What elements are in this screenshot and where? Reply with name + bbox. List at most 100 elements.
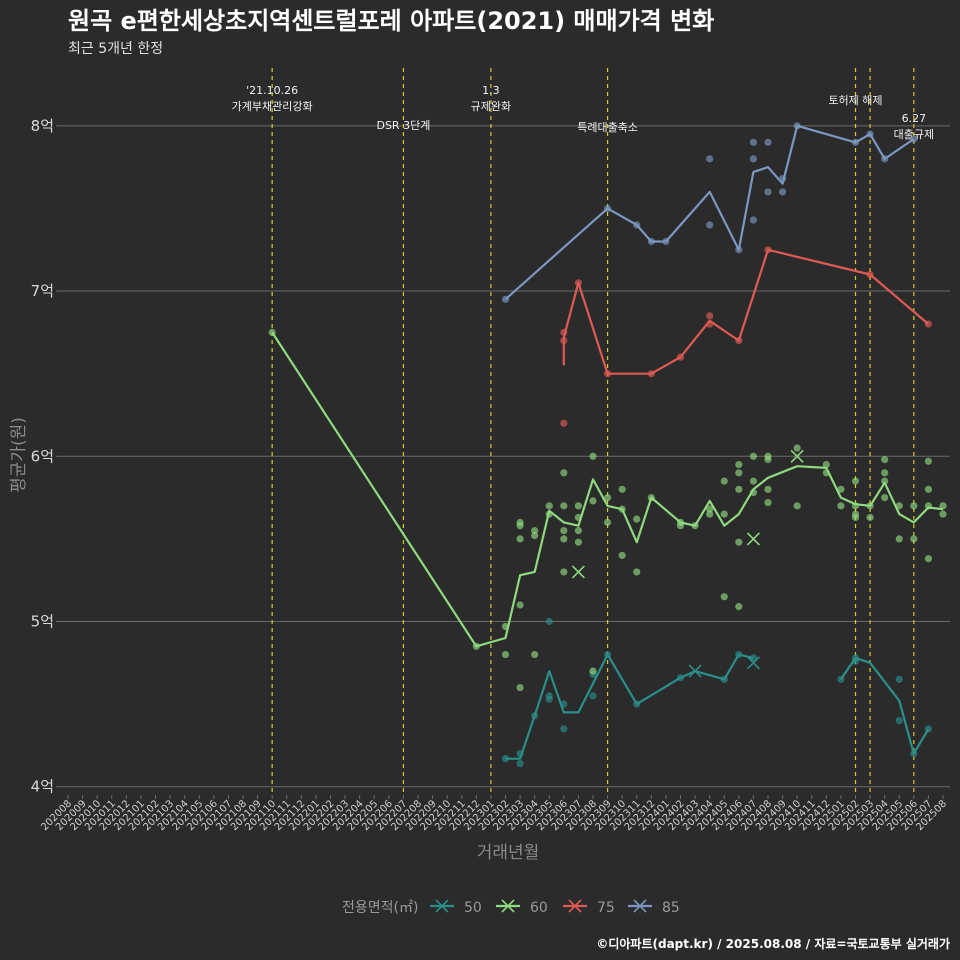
data-point	[822, 460, 830, 469]
cross-marker	[688, 664, 702, 678]
cross-marker	[746, 656, 760, 670]
data-point	[910, 535, 918, 543]
data-point	[866, 513, 874, 522]
data-point	[516, 684, 524, 692]
cross-marker	[790, 449, 804, 463]
series-line-75	[562, 248, 930, 375]
data-point	[749, 138, 758, 146]
data-point	[764, 138, 772, 146]
series-line-85	[504, 124, 915, 301]
data-point	[793, 444, 801, 452]
y-tick-label: 4억	[31, 778, 54, 796]
cross-marker	[571, 565, 585, 579]
data-point	[720, 593, 728, 601]
event-label: 규제완화	[471, 100, 511, 113]
data-point	[633, 568, 641, 576]
legend-label: 75	[597, 900, 615, 916]
y-axis-ticks: 4억 5억 6억 7억 8억	[31, 117, 60, 796]
data-point	[574, 538, 583, 546]
series-75	[560, 246, 933, 427]
data-point	[735, 603, 743, 611]
series-85	[501, 122, 918, 303]
data-point	[545, 502, 553, 510]
data-point	[749, 155, 758, 163]
data-point	[589, 692, 597, 700]
data-point	[837, 502, 845, 510]
x-axis-ticks: 2020082020092020102020112020122021012021…	[39, 795, 949, 833]
data-point	[618, 485, 626, 493]
data-point	[735, 485, 743, 493]
data-point	[764, 485, 772, 493]
data-point	[706, 221, 714, 229]
legend-item-85: 85	[628, 899, 680, 916]
data-point	[749, 216, 758, 224]
grid-lines	[60, 125, 950, 788]
series-line-60	[271, 331, 944, 648]
event-label: 토허제 해제	[828, 93, 882, 107]
data-point	[924, 555, 933, 563]
event-label: 6.27	[902, 112, 927, 125]
data-point	[720, 510, 728, 518]
data-point	[924, 457, 933, 465]
event-label: 대출규제	[894, 128, 934, 141]
series-50	[501, 617, 933, 768]
data-point	[881, 493, 889, 502]
data-point	[735, 538, 743, 546]
data-point	[706, 155, 714, 163]
data-point	[939, 502, 947, 510]
legend-swatch-cross	[435, 899, 449, 913]
data-point	[749, 477, 758, 485]
data-point	[895, 717, 903, 725]
legend-swatch-cross	[568, 899, 582, 913]
event-label: 가계부채관리강화	[232, 100, 313, 113]
data-point	[501, 650, 510, 659]
data-point	[603, 493, 612, 502]
data-point	[749, 452, 758, 460]
y-tick-label: 7억	[31, 282, 54, 300]
data-point	[603, 518, 612, 526]
cross-marker	[746, 532, 760, 546]
data-point	[516, 601, 524, 609]
data-series	[268, 122, 947, 768]
legend-label: 60	[530, 900, 548, 916]
x-axis-title: 거래년월	[477, 843, 540, 863]
legend-label: 50	[464, 900, 482, 916]
y-tick-label: 6억	[31, 447, 54, 465]
data-point	[574, 527, 583, 535]
data-point	[881, 477, 889, 485]
data-point	[574, 502, 583, 510]
chart-title: 원곡 e편한세상초지역센트럴포레 아파트(2021) 매매가격 변화	[68, 7, 714, 35]
data-point	[881, 469, 889, 477]
data-point	[881, 455, 889, 464]
legend-swatch-cross	[633, 899, 647, 913]
data-point	[764, 188, 772, 196]
legend-item-75: 75	[563, 899, 615, 916]
data-point	[895, 675, 903, 683]
data-point	[560, 419, 568, 427]
data-point	[764, 498, 772, 507]
event-label: 특례대출축소	[577, 121, 638, 134]
data-point	[793, 502, 801, 510]
chart-subtitle: 최근 5개년 한정	[68, 41, 163, 57]
legend-item-50: 50	[430, 899, 482, 916]
data-point	[851, 477, 860, 485]
data-point	[560, 502, 568, 510]
event-label: 1.3	[482, 84, 500, 97]
data-point	[516, 535, 524, 543]
data-point	[764, 455, 772, 464]
data-point	[589, 497, 597, 505]
data-point	[560, 527, 568, 535]
data-point	[531, 531, 539, 540]
legend-label: 85	[662, 900, 680, 916]
data-point	[706, 312, 714, 320]
data-point	[910, 502, 918, 510]
data-point	[516, 522, 524, 530]
data-point	[589, 452, 597, 460]
data-point	[924, 485, 933, 493]
data-point	[560, 725, 568, 733]
y-axis-title: 평균가(원)	[9, 417, 29, 493]
data-point	[735, 469, 743, 477]
data-point	[516, 760, 524, 768]
